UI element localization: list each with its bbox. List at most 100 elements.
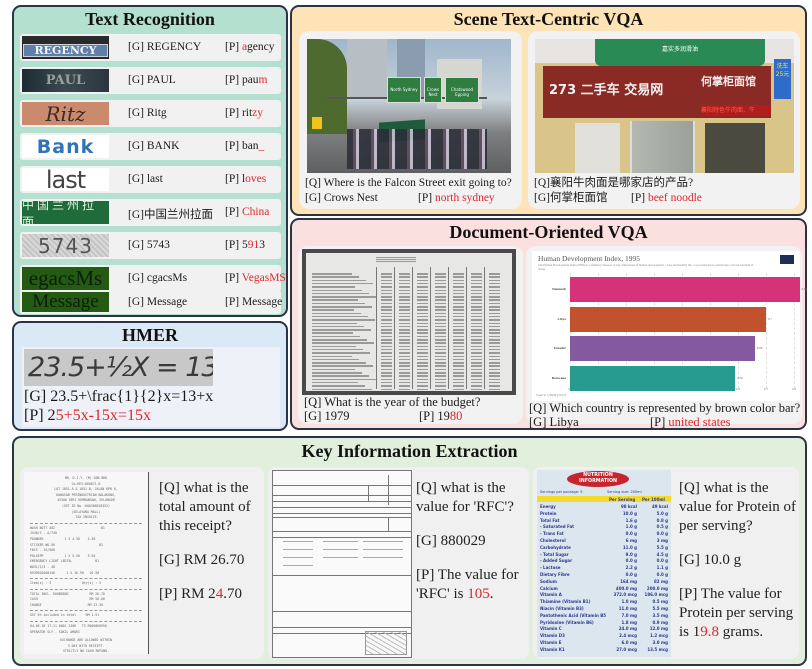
nutrition-row: Dietary Fibre 0.0 g 0.0 g bbox=[540, 572, 668, 577]
word-image: last bbox=[22, 168, 109, 191]
prediction: [P] north sydney bbox=[418, 192, 495, 204]
hmer-panel: HMER 23.5+½X = 13+X [G] 23.5+\frac{1}{2}… bbox=[12, 321, 288, 431]
prediction: [P] united states bbox=[650, 415, 731, 429]
handwritten-equation-image: 23.5+½X = 13+X bbox=[24, 349, 213, 386]
nutrition-row: - Total Sugar 9.0 g 4.5 g bbox=[540, 551, 668, 557]
nutrition-row: - Lactose 2.2 g 1.1 g bbox=[540, 565, 668, 571]
ground-truth: [G] 1979 bbox=[304, 409, 350, 423]
word-image: Ritz bbox=[22, 102, 109, 125]
nutrition-row: Protein 10.0 g 5.0 g bbox=[540, 510, 668, 516]
bar-value: 0.82 bbox=[801, 287, 808, 291]
panel-title: HMER bbox=[122, 325, 178, 345]
nutrition-row: Vitamin E 6.0 mg 3.0 mg bbox=[540, 640, 668, 645]
nutrition-row: Thiamine (Vitamin B1) 1.0 mg 0.5 mg bbox=[540, 599, 668, 605]
prediction: [P] The value for Protein per serving is… bbox=[679, 586, 794, 640]
scene-vqa-panel: Scene Text-Centric VQA North Sydney Crow… bbox=[290, 5, 807, 216]
word-image: 5743 bbox=[22, 234, 109, 257]
kie-card-form: [Q] what is the value for 'RFC'? [G] 880… bbox=[268, 467, 529, 659]
street-scene-image: North Sydney Crows Nest Chatswood Epping bbox=[307, 39, 511, 173]
question: [Q] what is the value for Protein of per… bbox=[679, 480, 797, 534]
ground-truth: [G] 5743 bbox=[128, 239, 170, 251]
kie-qa: [Q] what is the total amount of this rec… bbox=[159, 479, 261, 619]
ground-truth: [G] last bbox=[128, 173, 163, 185]
kie-qa: [Q] what is the value for Protein of per… bbox=[679, 479, 797, 657]
logo bbox=[780, 255, 794, 264]
receipt-image: MR. D.I.Y. (M) SDN BHD Co-RES:860671-D L… bbox=[24, 472, 149, 654]
ground-truth: [G] cgacsMs bbox=[128, 272, 188, 284]
nutrition-row: - Trans Fat 0.0 g 0.0 g bbox=[540, 531, 668, 537]
prediction: [P] 1980 bbox=[419, 409, 463, 423]
tr-row: Message [G] Message [P] Message bbox=[20, 290, 282, 314]
word-image: egacsMs bbox=[22, 267, 109, 290]
tr-row: REGENCY [G] REGENCY [P] agency bbox=[20, 34, 281, 61]
nutrition-header: NUTRITION INFORMATION bbox=[567, 471, 629, 487]
tr-row: PAUL [G] PAUL [P] paum bbox=[20, 67, 281, 94]
ground-truth: [G] 10.0 g bbox=[679, 552, 742, 568]
kie-panel: Key Information Extraction MR. D.I.Y. (M… bbox=[12, 436, 807, 666]
question: [Q] what is the total amount of this rec… bbox=[159, 480, 251, 534]
ground-truth: [G] Libya bbox=[529, 415, 579, 429]
word-image: Bank bbox=[22, 135, 109, 158]
tr-row: 中国兰州拉面 [G]中国兰州拉面 [P] China bbox=[20, 199, 281, 226]
x-tick: 0 bbox=[568, 387, 570, 391]
word-image: Message bbox=[22, 292, 109, 312]
nutrition-row: Vitamin D3 2.4 mcg 1.2 mcg bbox=[540, 633, 668, 639]
bar-value: 0.66 bbox=[756, 346, 763, 350]
nutrition-row: - Added Sugar 0.0 g 0.0 g bbox=[540, 558, 668, 564]
tr-row: 5743 [G] 5743 [P] 5913 bbox=[20, 232, 281, 259]
panel-title: Key Information Extraction bbox=[301, 441, 518, 461]
nutrition-row: Pantothenic Acid (Vitamin B5) 7.0 mg 3.5 m… bbox=[540, 612, 668, 618]
ground-truth: [G] PAUL bbox=[128, 74, 176, 86]
tr-row: egacsMs [G] cgacsMs [P] VegasMS bbox=[20, 265, 286, 292]
budget-document-image bbox=[302, 249, 516, 395]
nutrition-row: Total Fat 1.6 g 0.8 g bbox=[540, 517, 668, 523]
nutrition-row: Niacin (Vitamin B3) 11.0 mg 5.5 mg bbox=[540, 606, 668, 611]
ground-truth: [G] Ritg bbox=[128, 107, 167, 119]
word-image: REGENCY bbox=[22, 36, 109, 59]
bar-value: 0.59 bbox=[737, 375, 743, 380]
ground-truth: [G] Crows Nest bbox=[305, 192, 378, 204]
bar-value: 0.7 bbox=[768, 316, 772, 321]
word-image: PAUL bbox=[22, 69, 109, 92]
chart-title: Human Development Index, 1995 bbox=[538, 254, 641, 263]
bar bbox=[570, 277, 800, 302]
prediction: [P] China bbox=[225, 206, 270, 218]
nutrition-row: Vitamin K1 27.0 mcg 13.5 mcg bbox=[540, 646, 668, 652]
kie-card-nutrition: NUTRITION INFORMATION Servings per packa… bbox=[533, 467, 799, 659]
question: [Q]襄阳牛肉面是哪家店的产品? bbox=[534, 177, 694, 189]
ground-truth: [G] 23.5+\frac{1}{2}x=13+x bbox=[24, 388, 214, 405]
nutrition-row: Vitamin C 24.0 mg 12.0 mg bbox=[540, 626, 668, 632]
question: [Q] What is the year of the budget? bbox=[304, 395, 481, 409]
tr-row: Ritz [G] Ritg [P] ritzy bbox=[20, 100, 281, 127]
ground-truth: [G] RM 26.70 bbox=[159, 552, 245, 568]
kie-card-receipt: MR. D.I.Y. (M) SDN BHD Co-RES:860671-D L… bbox=[20, 467, 264, 659]
prediction: [P] ritzy bbox=[225, 107, 264, 119]
nutrition-row: Carbohydrate 11.0 g 5.5 g bbox=[540, 544, 668, 550]
nutrition-row: Energy 98 kcal 49 kcal bbox=[540, 504, 668, 509]
ground-truth: [G] BANK bbox=[128, 140, 180, 152]
nutrition-row: Cholesterol 6 mg 3 mg bbox=[540, 538, 668, 543]
prediction: [P] 5913 bbox=[225, 239, 265, 251]
prediction: [P] VegasMS bbox=[225, 272, 286, 284]
bar bbox=[570, 306, 766, 332]
bar bbox=[570, 365, 736, 391]
x-tick: 0.7 bbox=[764, 387, 769, 391]
question: [Q] Which country is represented by brow… bbox=[529, 401, 801, 415]
bar-category-label: Denmark bbox=[552, 287, 566, 291]
tr-row: last [G] last [P] loves bbox=[20, 166, 281, 193]
chart-subtitle: The Human Development Index (HDI) is a s… bbox=[538, 263, 754, 271]
panel-title: Document-Oriented VQA bbox=[449, 222, 648, 242]
scene-card-left: North Sydney Crows Nest Chatswood Epping… bbox=[299, 31, 522, 209]
prediction: [P] The value for 'RFC' is 105. bbox=[416, 567, 519, 602]
form-document-image bbox=[272, 470, 412, 658]
prediction: [P] beef noodle bbox=[631, 192, 702, 204]
bar-category-label: Ecuador bbox=[553, 346, 566, 350]
bar-chart: Human Development Index, 1995 The Human … bbox=[532, 251, 807, 401]
prediction: [P] ban_ bbox=[225, 140, 265, 152]
scene-card-right: 嘉实多润滑油 273 二手车 交易网 何掌柜面馆 襄阳特色牛肉面、牛 洗车 25… bbox=[528, 31, 800, 209]
nutrition-label-image: NUTRITION INFORMATION Servings per packa… bbox=[537, 470, 671, 657]
x-tick: 0.6 bbox=[736, 387, 741, 391]
nutrition-row: Vitamin A 372.0 mcg 186.0 mcg bbox=[540, 592, 668, 598]
bar bbox=[570, 336, 755, 361]
doc-card-right: Human Development Index, 1995 The Human … bbox=[526, 246, 807, 429]
